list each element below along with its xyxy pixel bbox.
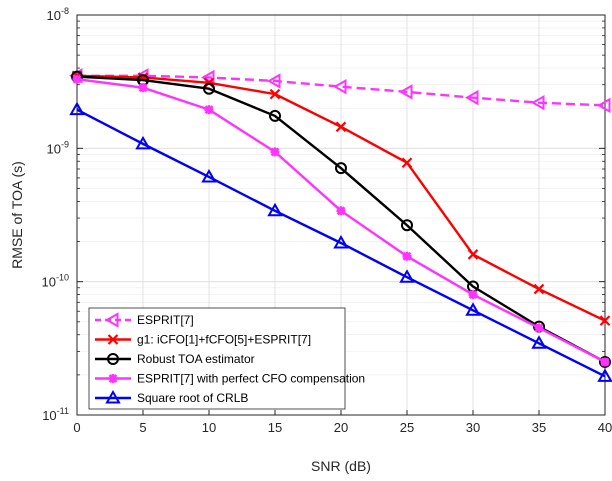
- x-tick-label: 40: [598, 420, 612, 435]
- y-tick-label: 10-11: [42, 406, 69, 423]
- data-point: [138, 83, 148, 93]
- y-tick-exponent: -11: [57, 406, 69, 416]
- x-tick-label: 20: [334, 420, 348, 435]
- data-point: [599, 355, 611, 368]
- legend-marker: [105, 389, 121, 404]
- data-point: [266, 73, 281, 89]
- data-point: [534, 323, 544, 333]
- data-point: [530, 94, 545, 111]
- data-point: [398, 84, 413, 100]
- data-point: [599, 315, 611, 326]
- data-point: [467, 249, 479, 260]
- data-point: [201, 168, 217, 183]
- data-point: [533, 283, 545, 295]
- legend-entry: ESPRIT[7]: [95, 312, 194, 328]
- legend-marker: [108, 374, 118, 383]
- data-point: [269, 109, 281, 122]
- y-tick-base: 10: [47, 141, 61, 156]
- legend-marker: [107, 334, 119, 345]
- series-3: [72, 74, 610, 367]
- data-point: [465, 302, 481, 316]
- series-line: [76, 75, 606, 363]
- legend-entry: ESPRIT[7] with perfect CFO compensation: [95, 372, 365, 386]
- legend-label: g1: iCFO[1]+fCFO[5]+ESPRIT[7]: [137, 333, 311, 347]
- legend-entry: g1: iCFO[1]+fCFO[5]+ESPRIT[7]: [95, 333, 311, 347]
- data-point: [332, 78, 347, 95]
- x-tick-label: 10: [202, 420, 216, 435]
- y-tick-label: 10-8: [47, 6, 69, 23]
- legend-marker: [107, 353, 119, 365]
- data-point: [204, 105, 214, 115]
- data-point: [269, 88, 281, 100]
- x-tick-label: 5: [139, 420, 146, 435]
- data-point: [267, 202, 283, 217]
- data-point: [135, 135, 151, 150]
- legend-label: Square root of CRLB: [137, 391, 248, 405]
- x-tick-label: 35: [532, 420, 546, 435]
- y-tick-base: 10: [47, 8, 61, 23]
- y-axis-label: RMSE of TOA (s): [9, 161, 25, 269]
- series-layer: [68, 68, 612, 382]
- legend-label: ESPRIT[7]: [137, 313, 194, 327]
- data-point: [600, 357, 610, 367]
- data-point: [402, 251, 412, 261]
- legend-label: ESPRIT[7] with perfect CFO compensation: [137, 372, 365, 386]
- data-point: [468, 290, 478, 300]
- data-point: [336, 206, 346, 216]
- x-tick-label: 30: [466, 420, 480, 435]
- legend: ESPRIT[7] g1: iCFO[1]+fCFO[5]+ESPRIT[7] Ro…: [88, 307, 365, 410]
- legend-entry: Robust TOA estimator: [95, 352, 255, 366]
- data-point: [335, 162, 347, 175]
- data-point: [72, 74, 82, 84]
- data-point: [597, 368, 612, 382]
- series-0: [68, 68, 611, 114]
- x-tick-label: 15: [268, 420, 282, 435]
- series-line: [77, 74, 606, 107]
- series-1: [71, 70, 611, 326]
- x-tick-label: 0: [73, 420, 80, 435]
- data-point: [531, 335, 547, 349]
- legend-entry: Square root of CRLB: [95, 389, 248, 405]
- y-tick-exponent: -10: [56, 273, 69, 283]
- y-tick-exponent: -8: [61, 6, 69, 16]
- data-point: [200, 69, 215, 86]
- legend-box: [88, 307, 346, 410]
- y-tick-base: 10: [42, 275, 56, 290]
- data-point: [596, 97, 611, 114]
- x-tick-label: 25: [400, 420, 414, 435]
- x-axis-label: SNR (dB): [311, 458, 371, 474]
- data-point: [203, 82, 215, 95]
- legend-label: Robust TOA estimator: [137, 352, 255, 366]
- data-point: [333, 234, 349, 249]
- series-line: [76, 108, 606, 378]
- data-point: [270, 147, 280, 157]
- y-tick-exponent: -9: [61, 139, 69, 149]
- data-point: [464, 89, 479, 106]
- data-point: [401, 157, 413, 168]
- data-point: [335, 121, 347, 133]
- y-tick-label: 10-10: [42, 273, 69, 290]
- legend-marker: [104, 312, 119, 328]
- data-point: [401, 219, 413, 232]
- data-point: [69, 101, 85, 116]
- y-tick-base: 10: [42, 408, 56, 423]
- y-tick-label: 10-9: [47, 139, 69, 156]
- data-point: [399, 269, 415, 283]
- series-4: [69, 101, 612, 382]
